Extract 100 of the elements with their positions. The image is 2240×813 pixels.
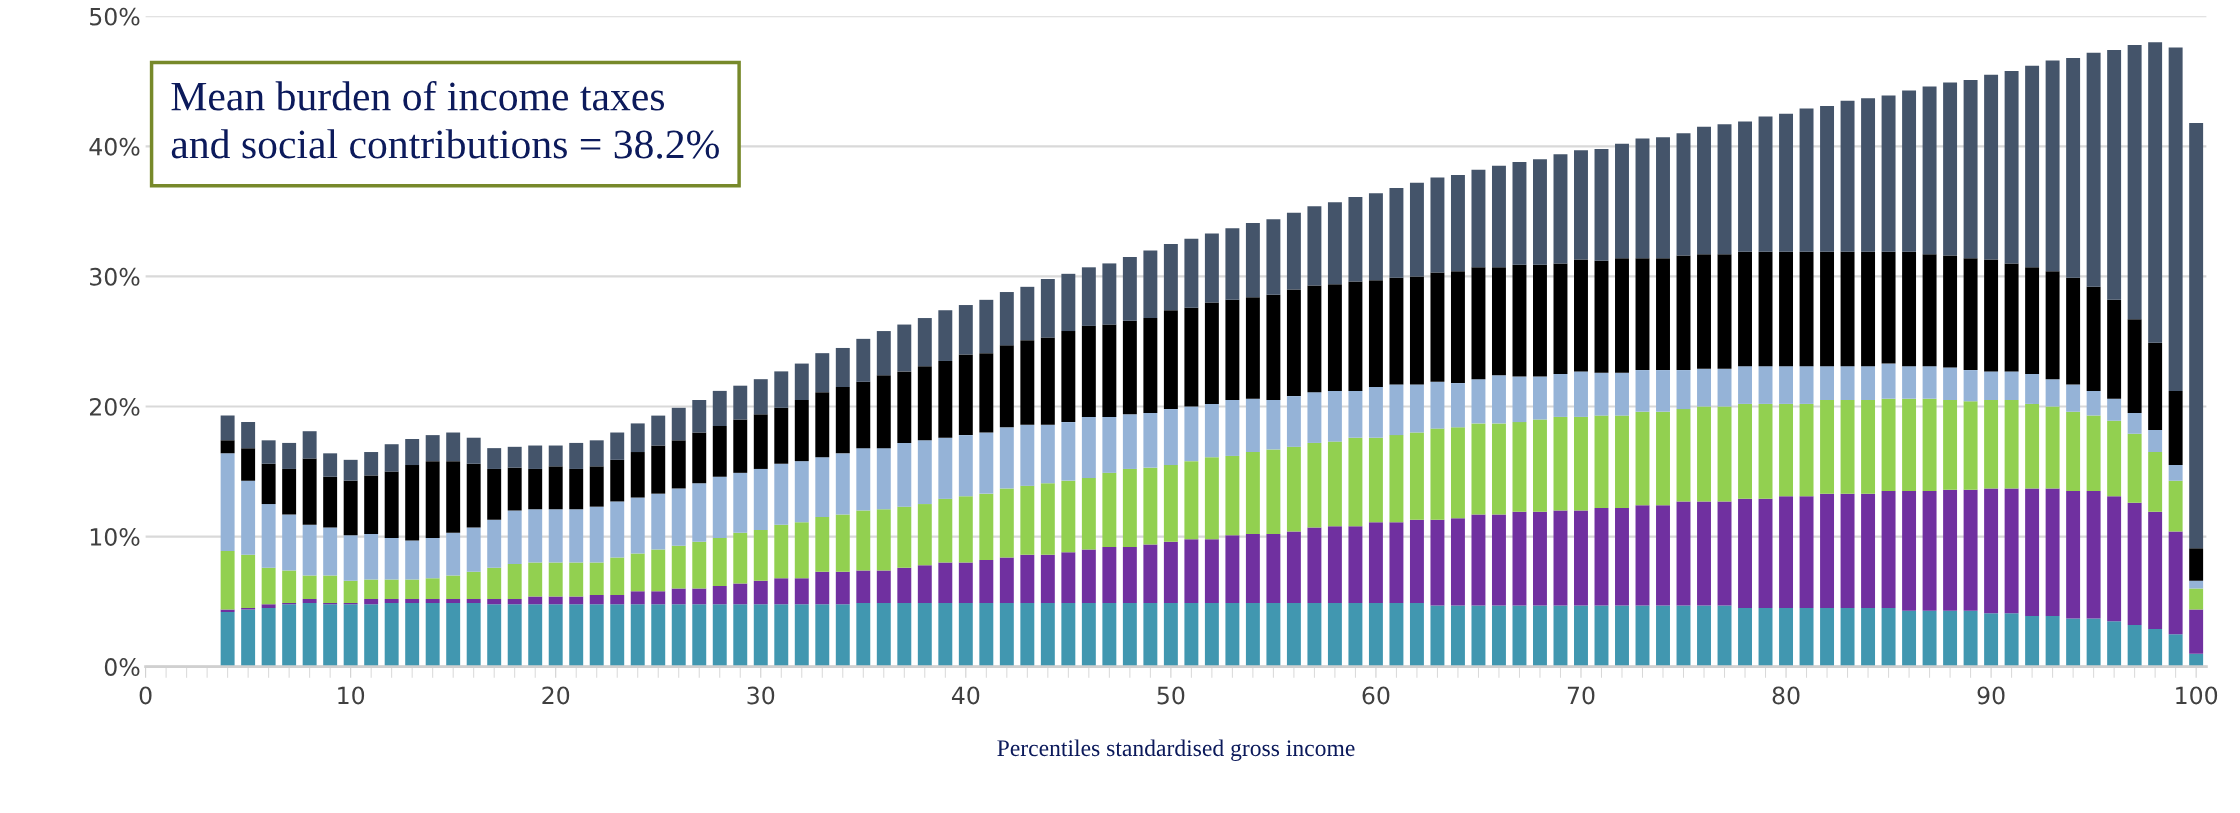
y-tick-label: 30%	[90, 267, 140, 286]
bar	[323, 575, 338, 603]
bar	[1430, 381, 1445, 429]
bar	[1861, 608, 1876, 667]
bar	[2189, 588, 2204, 610]
x-tick-label: 100	[2176, 686, 2218, 705]
bar	[2004, 70, 2019, 264]
bar	[569, 596, 584, 605]
bar	[1553, 154, 1568, 264]
bar	[1348, 197, 1363, 282]
bar	[1430, 605, 1445, 667]
bar	[1450, 518, 1465, 606]
bar	[1881, 363, 1896, 399]
bar	[1881, 608, 1896, 667]
bar	[1102, 546, 1117, 603]
x-tick-label: 70	[1567, 686, 1595, 705]
bar	[282, 442, 297, 469]
bar	[1922, 610, 1937, 667]
bar	[1081, 267, 1096, 326]
bar	[1368, 386, 1383, 438]
bar	[671, 588, 686, 605]
bar	[466, 602, 481, 667]
bar	[1574, 150, 1588, 260]
bar	[2107, 398, 2122, 421]
bar	[1430, 177, 1445, 273]
bar	[1697, 501, 1711, 606]
bar	[1881, 491, 1896, 609]
bar	[1553, 373, 1568, 417]
bar	[2066, 57, 2081, 278]
bar	[1266, 400, 1281, 450]
bar	[1081, 478, 1096, 550]
bar	[1491, 375, 1506, 424]
x-tick-label: 60	[1362, 686, 1390, 705]
bar	[958, 602, 973, 667]
bar	[1840, 100, 1855, 252]
bar	[1430, 519, 1445, 606]
bar	[2107, 50, 2122, 300]
bar	[364, 604, 379, 667]
bar	[876, 509, 891, 571]
bar	[1697, 605, 1711, 667]
x-tick-label: 50	[1157, 686, 1185, 705]
bar	[548, 562, 563, 597]
bar	[446, 461, 461, 533]
bar	[323, 527, 338, 576]
bar	[2086, 491, 2101, 619]
bar	[1389, 522, 1404, 603]
bar	[692, 400, 707, 433]
bar	[2148, 429, 2163, 453]
bar	[1656, 411, 1670, 506]
bar	[1348, 281, 1363, 391]
bar	[1143, 250, 1158, 319]
bar	[2127, 433, 2142, 503]
bar	[1184, 406, 1199, 462]
bar	[1225, 400, 1240, 456]
bar	[323, 604, 338, 667]
bar	[241, 554, 256, 609]
bar	[323, 476, 338, 528]
bar	[1122, 414, 1137, 469]
bar	[2148, 342, 2163, 430]
bar	[1881, 95, 1896, 252]
bar	[856, 338, 871, 382]
bar	[1143, 467, 1158, 545]
bar	[466, 599, 481, 603]
bar	[630, 423, 645, 453]
bar	[938, 437, 953, 499]
bar	[1902, 491, 1917, 611]
bar	[2189, 122, 2204, 549]
bar	[1820, 366, 1835, 400]
bar	[569, 509, 584, 563]
bar	[1922, 86, 1937, 255]
bar	[1922, 254, 1937, 367]
bar	[1081, 549, 1096, 603]
bar	[1922, 491, 1937, 611]
bar	[1307, 527, 1322, 603]
bar	[2107, 496, 2122, 622]
bar	[1266, 219, 1281, 295]
bar	[1348, 602, 1363, 667]
bar	[1245, 223, 1260, 298]
bar	[1204, 233, 1219, 303]
bar	[1143, 544, 1158, 603]
bar	[1471, 267, 1486, 380]
bar	[1943, 367, 1958, 400]
bar	[343, 480, 358, 536]
bar	[589, 506, 604, 563]
bar	[1327, 284, 1342, 391]
bar	[917, 318, 932, 367]
bar	[897, 324, 912, 372]
bar	[1738, 251, 1752, 367]
bar	[2025, 65, 2040, 268]
bar	[1902, 366, 1917, 399]
bar	[712, 426, 727, 477]
bar	[1656, 137, 1670, 259]
bar	[1286, 602, 1301, 667]
bar	[1615, 415, 1629, 508]
bar	[2045, 271, 2060, 380]
bar	[1102, 263, 1117, 325]
bar	[938, 562, 953, 603]
bar	[1656, 605, 1670, 667]
bar	[1327, 202, 1342, 285]
bar	[1861, 366, 1876, 400]
